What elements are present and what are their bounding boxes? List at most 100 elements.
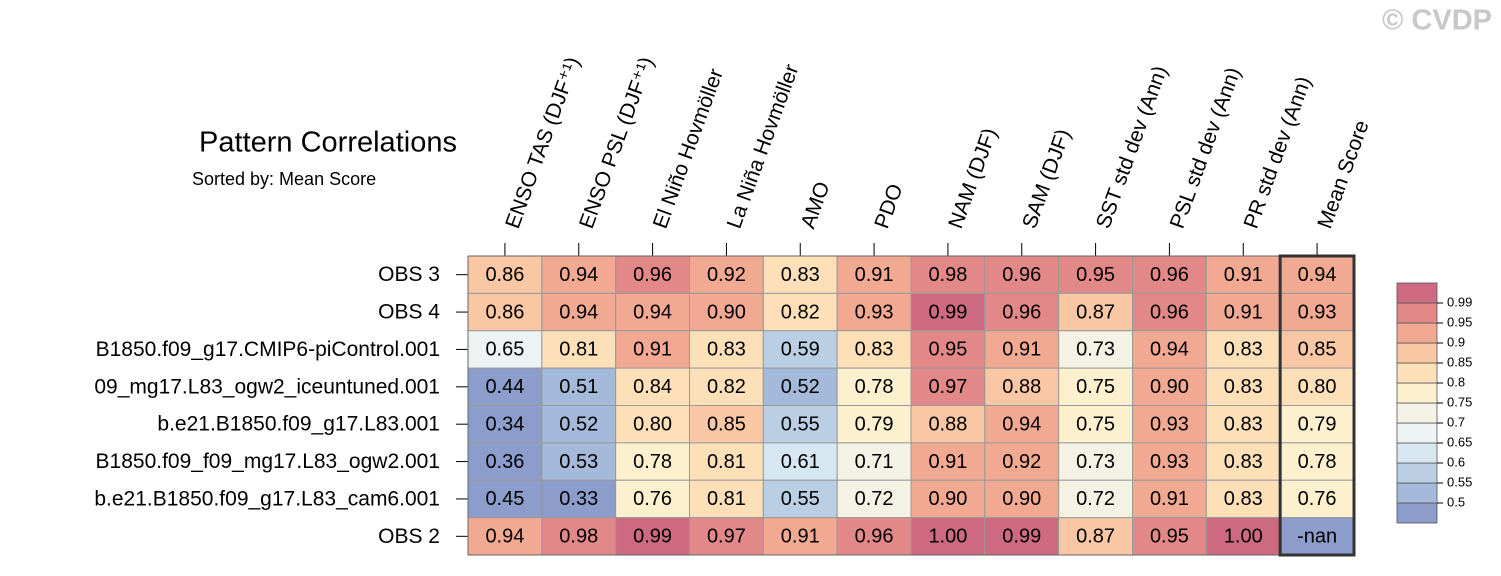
cell-label: 0.99 [928, 301, 967, 323]
cell [467, 405, 543, 444]
row-label: B1850.f09_f09_mg17.L83_ogw2.001 [96, 450, 440, 473]
cell-label: 0.94 [559, 264, 598, 286]
colorbar-box [1396, 302, 1438, 324]
cell [762, 479, 838, 519]
cell [836, 292, 912, 332]
cell-label: 0.44 [485, 376, 524, 398]
cell [1205, 292, 1281, 332]
cell-label: 0.87 [1076, 301, 1115, 323]
highlight-border [1278, 254, 1356, 557]
chart-title: Pattern Correlations [199, 127, 457, 159]
cell-label: 0.99 [633, 526, 672, 548]
cell-label: 0.84 [633, 376, 672, 398]
cell [836, 405, 912, 444]
cell-label: 0.93 [855, 301, 894, 323]
cell-label: 0.72 [1076, 488, 1115, 510]
cell [615, 479, 691, 519]
cell-label: 0.34 [485, 413, 524, 435]
cell-label: 1.00 [1224, 526, 1263, 548]
cell-label: 0.88 [1002, 376, 1041, 398]
cell-label: 0.73 [1076, 451, 1115, 473]
colorbar-label: 0.9 [1447, 334, 1465, 349]
cell-label: 0.75 [1076, 413, 1115, 435]
colorbar-box [1396, 342, 1438, 364]
colorbar-box [1396, 402, 1438, 424]
cell [1205, 479, 1281, 519]
cell [467, 442, 543, 481]
row-label: OBS 2 [378, 525, 440, 548]
cell [615, 367, 691, 406]
cell [836, 255, 912, 294]
cell-label: 0.52 [781, 376, 820, 398]
colorbar-box [1396, 362, 1438, 384]
cell-label: 0.80 [633, 413, 672, 435]
cell-label: 0.98 [928, 264, 967, 286]
row-label: 09_mg17.L83_ogw2_iceuntuned.001 [94, 375, 440, 398]
cell [1058, 442, 1133, 481]
cell-label: 0.78 [1298, 451, 1337, 473]
cell [467, 367, 543, 406]
cell-label: -nan [1297, 526, 1337, 548]
cell [1132, 367, 1207, 406]
cell [984, 292, 1060, 332]
cell-label: 0.93 [1150, 413, 1189, 435]
cell [1279, 330, 1355, 369]
row-label: OBS 4 [378, 301, 440, 324]
cell-label: 0.86 [485, 301, 524, 323]
cell-label: 0.83 [1224, 339, 1263, 361]
cell-label: 0.91 [1224, 264, 1263, 286]
cell [1132, 479, 1207, 519]
column-label: PDO [870, 181, 907, 232]
cell-label: 0.91 [633, 339, 672, 361]
cell-label: 0.36 [485, 451, 524, 473]
cell-label: 0.79 [1298, 413, 1337, 435]
cell-label: 0.76 [1298, 488, 1337, 510]
cell [910, 330, 986, 369]
column-label: ENSO PSL (DJF⁺¹) [575, 54, 658, 232]
cell [836, 442, 912, 481]
column-label: SST std dev (Ann) [1092, 63, 1172, 232]
cell [541, 292, 617, 332]
cell-label: 0.90 [1002, 488, 1041, 510]
cell-label: 0.83 [1224, 376, 1263, 398]
cell [1058, 292, 1133, 332]
cell-label: 0.80 [1298, 376, 1337, 398]
column-label: AMO [797, 179, 835, 232]
column-label: NAM (DJF) [944, 125, 1002, 232]
cell [836, 367, 912, 406]
cell-label: 0.85 [1298, 339, 1337, 361]
cell-label: 0.71 [855, 451, 894, 473]
row-label: B1850.f09_g17.CMIP6-piControl.001 [96, 338, 440, 361]
colorbar-label: 0.65 [1447, 434, 1472, 449]
cell [1132, 292, 1207, 332]
column-label: ENSO TAS (DJF⁺¹) [501, 54, 584, 232]
cell-label: 0.82 [707, 376, 746, 398]
colorbar-label: 0.6 [1447, 454, 1465, 469]
cell [1279, 255, 1355, 294]
cell [910, 517, 986, 556]
cell [762, 405, 838, 444]
cell-label: 0.92 [707, 264, 746, 286]
cell-label: 0.72 [855, 488, 894, 510]
cell-label: 0.96 [855, 526, 894, 548]
cell [910, 292, 986, 332]
cell-label: 0.97 [707, 526, 746, 548]
column-label: SAM (DJF) [1018, 126, 1075, 231]
cell-label: 0.52 [559, 413, 598, 435]
cell [1279, 442, 1355, 481]
cell [762, 330, 838, 369]
cell [1205, 405, 1281, 444]
cell [762, 517, 838, 556]
cell-label: 0.96 [1002, 264, 1041, 286]
cell-label: 0.51 [559, 376, 598, 398]
cell-label: 0.76 [633, 488, 672, 510]
cell-label: 0.96 [1150, 301, 1189, 323]
cell [910, 442, 986, 481]
cell-label: 0.98 [559, 526, 598, 548]
cell-label: 0.95 [928, 339, 967, 361]
colorbar-label: 0.95 [1447, 314, 1472, 329]
cell [615, 405, 691, 444]
colorbar-box [1396, 422, 1438, 444]
cell-label: 0.83 [1224, 451, 1263, 473]
